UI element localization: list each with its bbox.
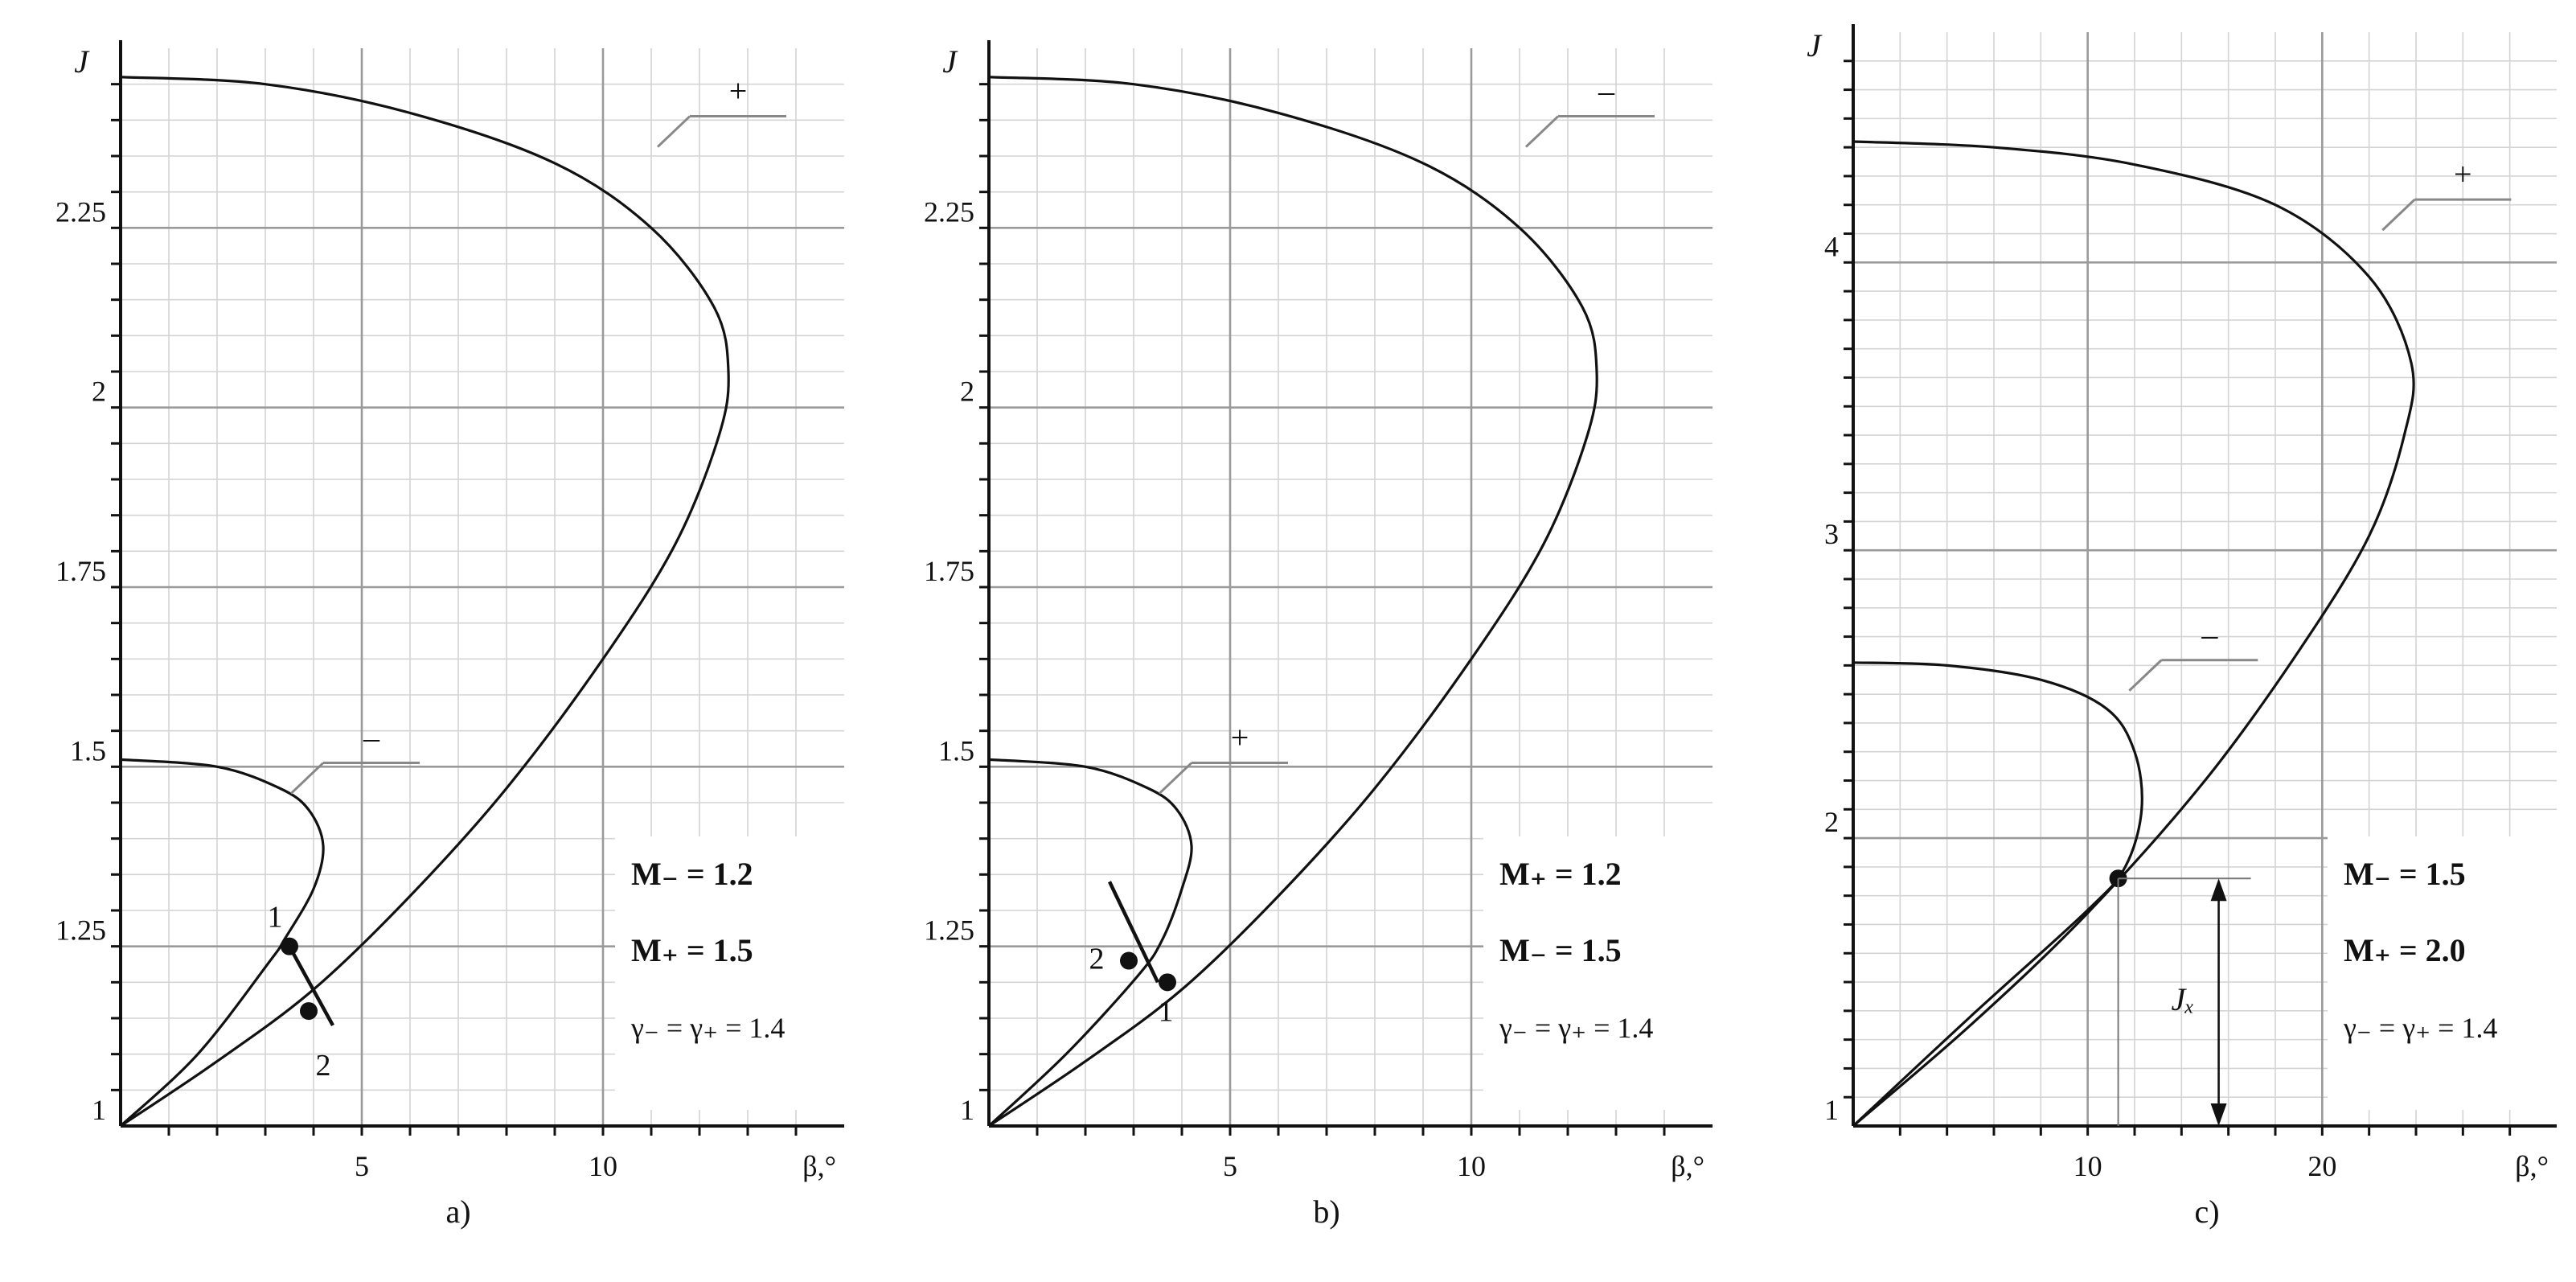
axis-ticks — [111, 83, 798, 1136]
y-tick-label: 1.5 — [938, 734, 974, 766]
x-tick-label: 5 — [1223, 1150, 1237, 1182]
param-text: M₊ = 2.0 — [2344, 932, 2466, 968]
curve-tag: – — [289, 720, 420, 795]
series-line-3 — [1107, 881, 1160, 984]
y-tick-label: 4 — [1824, 230, 1839, 262]
param-text: M₊ = 1.2 — [1499, 856, 1622, 892]
chart-panel-1: 5 10 1 1.25 1.5 1.75 2 2.25 Jβ,° + – 1 2 M₋ = 1.2 M₊ =… — [55, 40, 848, 1230]
x-tick-label: 10 — [589, 1150, 617, 1182]
x-axis-label: β,° — [802, 1150, 836, 1182]
params-box — [1483, 836, 1717, 1110]
x-tick-label: 20 — [2307, 1150, 2336, 1182]
jx-arrow-bottom — [2210, 1103, 2227, 1126]
point-label: 2 — [316, 1049, 331, 1083]
intersection-point — [281, 937, 298, 955]
param-text: M₊ = 1.5 — [631, 932, 753, 968]
params-box — [2328, 836, 2561, 1110]
chart-panel-2: 5 10 1 1.25 1.5 1.75 2 2.25 Jβ,° – +1 2 M₊ = 1.2 M₋ =… — [924, 40, 1717, 1230]
y-tick-label: 1.5 — [70, 734, 106, 766]
series-line-2 — [1852, 661, 2143, 1128]
y-tick-label: 1 — [92, 1094, 106, 1126]
jx-label: Jₓ — [2171, 981, 2194, 1017]
intersection-point — [1159, 973, 1176, 992]
curve-tag-text: – — [1598, 73, 1615, 109]
param-text: γ₋ = γ₊ = 1.4 — [630, 1012, 785, 1044]
panel-label: a) — [445, 1194, 470, 1230]
x-tick-label: 10 — [2074, 1150, 2102, 1182]
axis-ticks — [1844, 60, 2512, 1136]
x-axis-label: β,° — [1671, 1150, 1704, 1182]
curve-tag-leader — [2381, 199, 2416, 232]
param-text: M₋ = 1.2 — [631, 856, 753, 892]
chart-panel-3: 10 20 1 2 3 4 Jβ,° + – Jₓ M₋ = 1.5 M₊ = 2.0 γ₋ = γ₊ … — [1807, 24, 2561, 1230]
curve-tag-leader — [656, 115, 691, 148]
y-tick-label: 3 — [1824, 518, 1839, 550]
curve-tag-text: – — [2201, 617, 2218, 653]
y-axis-label: J — [74, 43, 90, 80]
y-tick-label: 2 — [960, 376, 974, 408]
param-text: γ₋ = γ₊ = 1.4 — [1499, 1012, 1653, 1044]
y-tick-label: 1 — [960, 1094, 974, 1126]
major-grid — [1853, 32, 2557, 1126]
y-axis-label: J — [1807, 27, 1823, 64]
panel-label: b) — [1313, 1194, 1339, 1230]
x-tick-label: 5 — [355, 1150, 369, 1182]
y-tick-label: 2.25 — [55, 195, 106, 228]
panels: 5 10 1 1.25 1.5 1.75 2 2.25 Jβ,° + – 1 2 M₋ = 1.2 M₊ =… — [55, 24, 2561, 1230]
series-line-1 — [120, 76, 730, 1128]
series-line-1 — [1852, 140, 2415, 1128]
curve-tag: + — [656, 73, 786, 148]
series-line-2 — [119, 758, 325, 1128]
curve-tag: + — [1158, 720, 1288, 795]
point-label: 1 — [1159, 994, 1174, 1028]
params-box — [615, 836, 848, 1110]
param-text: γ₋ = γ₊ = 1.4 — [2343, 1012, 2497, 1044]
y-axis-label: J — [942, 43, 958, 80]
point-label: 2 — [1089, 943, 1105, 976]
y-tick-label: 1.75 — [55, 555, 106, 587]
y-tick-label: 2 — [92, 376, 106, 408]
x-tick-label: 10 — [1457, 1150, 1486, 1182]
x-axis-label: β,° — [2515, 1150, 2549, 1182]
point-label: 1 — [268, 901, 283, 935]
curve-tag: – — [1524, 73, 1655, 148]
curve-tag-text: + — [1231, 720, 1249, 756]
curve-tag-text: – — [363, 720, 380, 756]
axis-ticks — [979, 83, 1666, 1136]
y-tick-label: 1 — [1824, 1094, 1839, 1126]
curve-tag: – — [2128, 617, 2258, 692]
series-line-1 — [988, 76, 1598, 1128]
curve-tag: + — [2381, 156, 2512, 232]
curve-tag-leader — [1158, 762, 1193, 795]
curve-tag-text: + — [2454, 156, 2472, 192]
param-text: M₋ = 1.5 — [1499, 932, 1622, 968]
curve-tag-leader — [1524, 115, 1560, 148]
intersection-point — [1120, 951, 1138, 970]
y-tick-label: 1.75 — [924, 555, 974, 587]
curve-tag-leader — [289, 762, 325, 795]
y-tick-label: 2.25 — [924, 195, 974, 228]
jx-arrow-top — [2210, 878, 2227, 902]
y-tick-label: 1.25 — [924, 914, 974, 947]
intersection-point — [300, 1002, 318, 1021]
y-tick-label: 1.25 — [55, 914, 106, 947]
curve-tag-text: + — [729, 73, 748, 109]
curve-tag-leader — [2128, 659, 2163, 692]
panel-label: c) — [2194, 1194, 2219, 1230]
param-text: M₋ = 1.5 — [2344, 856, 2466, 892]
series-line-2 — [987, 758, 1193, 1128]
y-tick-label: 2 — [1824, 806, 1839, 838]
